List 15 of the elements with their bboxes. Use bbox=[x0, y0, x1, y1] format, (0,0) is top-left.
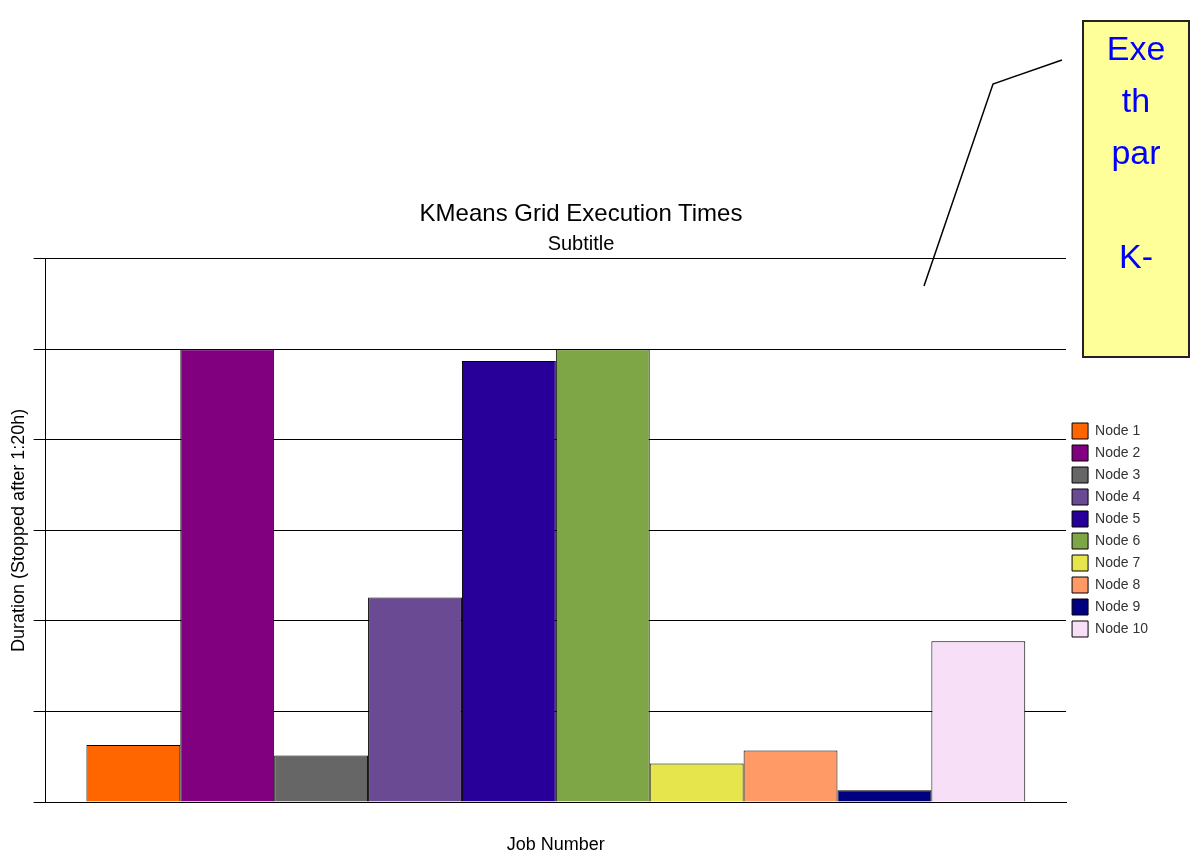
legend-label: Node 2 bbox=[1095, 443, 1141, 460]
chart-title: KMeans Grid Execution Times bbox=[419, 199, 743, 227]
legend-label: Node 10 bbox=[1095, 619, 1149, 636]
legend-label: Node 9 bbox=[1095, 597, 1141, 614]
legend-label: Node 8 bbox=[1095, 575, 1141, 592]
legend-label: Node 1 bbox=[1095, 421, 1141, 438]
chart-subtitle: Subtitle bbox=[547, 232, 615, 255]
legend-label: Node 5 bbox=[1095, 509, 1141, 526]
legend-label: Node 3 bbox=[1095, 465, 1141, 482]
x-axis-title: Job Number bbox=[506, 834, 605, 855]
legend-label: Node 4 bbox=[1095, 487, 1141, 504]
legend-label: Node 7 bbox=[1095, 553, 1141, 570]
text: Exe th par K- bbox=[1106, 29, 1166, 275]
y-axis-title: Duration (Stopped after 1:20h) bbox=[7, 408, 28, 652]
legend-label: Node 6 bbox=[1095, 531, 1141, 548]
